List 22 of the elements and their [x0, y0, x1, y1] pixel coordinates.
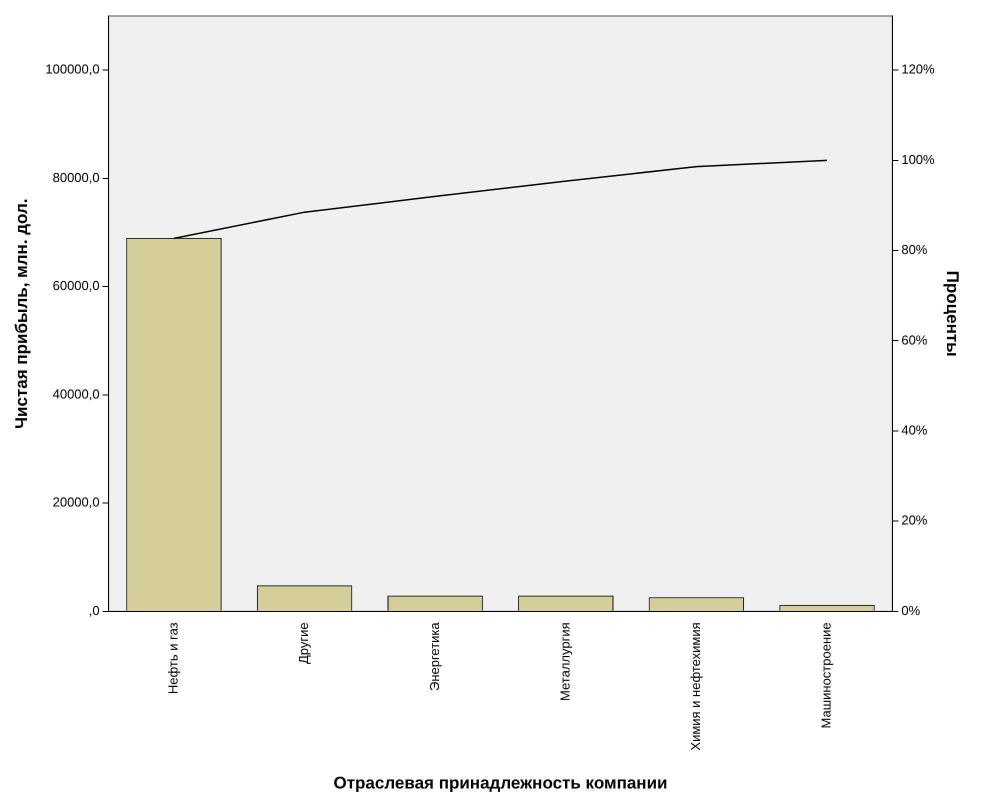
y2-tick-label: 60% — [901, 332, 928, 348]
x-tick-label: Энергетика — [426, 622, 442, 692]
y2-tick-label: 0% — [901, 602, 921, 618]
x-tick-label: Машиностроение — [818, 622, 834, 728]
y-tick-label: 20000,0 — [52, 494, 100, 510]
x-axis-title: Отраслевая принадлежность компании — [334, 773, 668, 792]
y-axis-title: Чистая прибыль, млн. дол. — [12, 198, 31, 429]
y2-tick-label: 40% — [901, 422, 928, 438]
y2-axis-title: Проценты — [943, 270, 962, 357]
y-tick-label: 40000,0 — [52, 386, 100, 402]
y2-tick-label: 20% — [901, 512, 928, 528]
y2-tick-label: 100% — [901, 152, 936, 167]
x-tick-label: Другие — [296, 622, 312, 664]
y-tick-label: 60000,0 — [52, 278, 100, 294]
y2-tick-label: 120% — [901, 62, 936, 77]
x-tick-label: Металлургия — [557, 622, 572, 701]
y-tick-label: ,0 — [88, 602, 100, 618]
y-tick-label: 100000,0 — [45, 62, 100, 77]
y-tick-label: 80000,0 — [52, 170, 100, 185]
y2-tick-label: 80% — [901, 242, 928, 258]
x-tick-label: Химия и нефтехимия — [688, 622, 703, 751]
x-tick-label: Нефть и газ — [166, 622, 181, 694]
